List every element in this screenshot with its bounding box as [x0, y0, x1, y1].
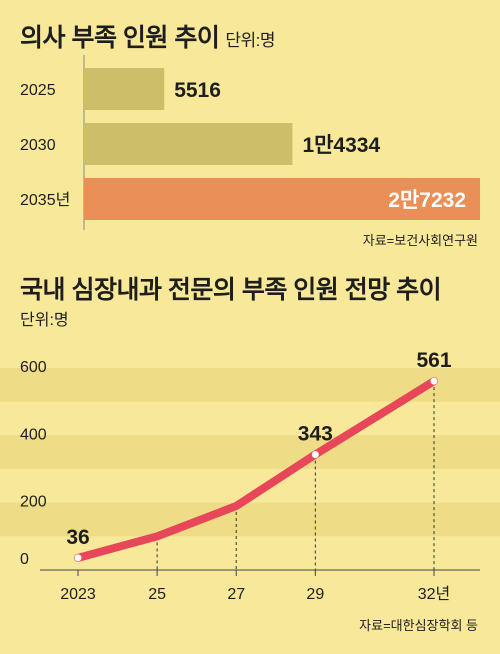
bar-0	[84, 68, 165, 110]
x-tick-label: 25	[148, 586, 166, 603]
x-tick-label: 27	[227, 586, 245, 603]
x-tick-label: 2023	[60, 586, 96, 603]
x-tick-label: 29	[306, 586, 324, 603]
bar-value-label: 2만7232	[388, 189, 466, 212]
bar-chart-source: 자료=보건사회연구원	[362, 233, 478, 248]
data-label-4: 561	[416, 349, 451, 372]
data-label-0: 36	[66, 526, 89, 549]
y-tick-label: 0	[20, 551, 29, 568]
y-tick-label: 400	[20, 426, 47, 443]
y-tick-label: 200	[20, 494, 47, 511]
bar-1	[84, 123, 293, 165]
bar-chart: 2025 5516 2030 1만4334 2035년 2만7232	[20, 55, 480, 230]
data-point-4	[430, 377, 438, 385]
bar-value-label: 1만4334	[302, 134, 380, 157]
bar-chart-title-text: 의사 부족 인원 추이	[20, 24, 220, 52]
grid-band-2	[0, 502, 500, 537]
bar-category-label: 2025	[20, 82, 56, 99]
line-chart-unit: 단위:명	[20, 312, 69, 329]
bar-category-label: 2035년	[20, 191, 70, 209]
x-tick-label: 32년	[418, 585, 451, 603]
line-chart-source: 자료=대한심장학회 등	[359, 618, 478, 633]
data-point-0	[74, 554, 82, 562]
bar-2	[84, 178, 480, 220]
line-chart: 0 200 400 600 2023 25 27 29 32년 36 343 561	[0, 349, 500, 603]
bar-value-label: 5516	[174, 79, 221, 102]
grid-band-1	[0, 435, 500, 469]
bar-chart-unit: 단위:명	[225, 31, 275, 50]
series-line	[74, 377, 438, 562]
y-tick-label: 600	[20, 359, 47, 376]
bar-category-label: 2030	[20, 137, 56, 154]
bar-chart-title: 의사 부족 인원 추이 단위:명	[20, 18, 275, 54]
line-chart-title: 국내 심장내과 전문의 부족 인원 전망 추이	[20, 276, 442, 304]
data-label-3: 343	[298, 423, 333, 446]
data-point-3	[311, 451, 319, 459]
